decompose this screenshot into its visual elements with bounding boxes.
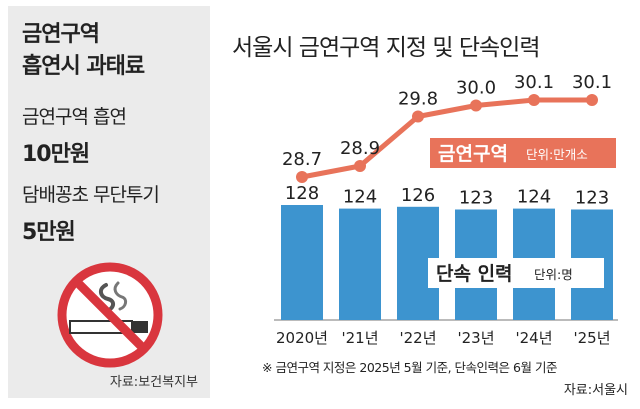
x-tick-label: '22년 [399,329,436,347]
line-point [528,94,540,106]
line-series [301,97,592,180]
penalty-label-litter: 담배꽁초 무단투기 [22,184,160,206]
x-tick-label: '24년 [515,329,552,347]
panel-title-line2: 흡연시 과태료 [22,54,145,79]
line-value-label: 28.9 [340,138,380,159]
x-tick-label: 2020년 [276,329,328,347]
no-smoking-icon [57,262,163,368]
line-value-label: 29.8 [398,89,438,110]
line-point [296,171,308,183]
x-tick-label: '21년 [341,329,378,347]
penalty-amount-litter: 5만원 [22,220,76,245]
panel-source: 자료:보건복지부 [109,375,198,390]
chart-footnote: ※ 금연구역 지정은 2025년 5월 기준, 단속인력은 6월 기준 [262,360,557,375]
line-legend-badge [430,138,616,168]
line-point [586,94,598,106]
x-tick-label: '23년 [457,329,494,347]
bar-value-label: 124 [517,187,551,208]
panel-title-line1: 금연구역 [22,22,100,47]
bar-legend-unit: 단위:명 [534,267,573,282]
line-value-label: 30.1 [572,72,612,93]
bar-value-label: 124 [343,187,377,208]
line-value-label: 30.1 [514,72,554,93]
bar-value-label: 123 [575,187,609,208]
line-legend-name: 금연구역 [438,143,508,165]
chart-title: 서울시 금연구역 지정 및 단속인력 [232,35,540,61]
bar-legend-box [428,258,604,288]
penalty-info-panel: 금연구역 흡연시 과태료 금연구역 흡연 10만원 담배꽁초 무단투기 5만원 … [8,6,210,398]
line-point [412,110,424,123]
x-tick-label: '25년 [573,329,610,347]
bar-value-label: 126 [401,185,435,206]
penalty-label-smoking: 금연구역 흡연 [22,106,127,128]
bar-legend-name: 단속 인력 [436,263,513,285]
chart-area: 128 124 126 123 124 123 2020년 '21년 '22년 '23년 '24년 '… [274,72,618,347]
bar [339,208,381,320]
line-value-label: 30.0 [456,78,496,99]
penalty-amount-smoking: 10만원 [22,142,90,167]
bar [281,205,323,320]
line-point [470,99,482,112]
line-point [354,160,366,172]
bar-value-label: 123 [459,187,493,208]
line-value-label: 28.7 [282,149,322,170]
line-legend-unit: 단위:만개소 [526,147,588,162]
bar-value-label: 128 [285,183,319,204]
chart-source: 자료:서울시 [563,383,628,398]
